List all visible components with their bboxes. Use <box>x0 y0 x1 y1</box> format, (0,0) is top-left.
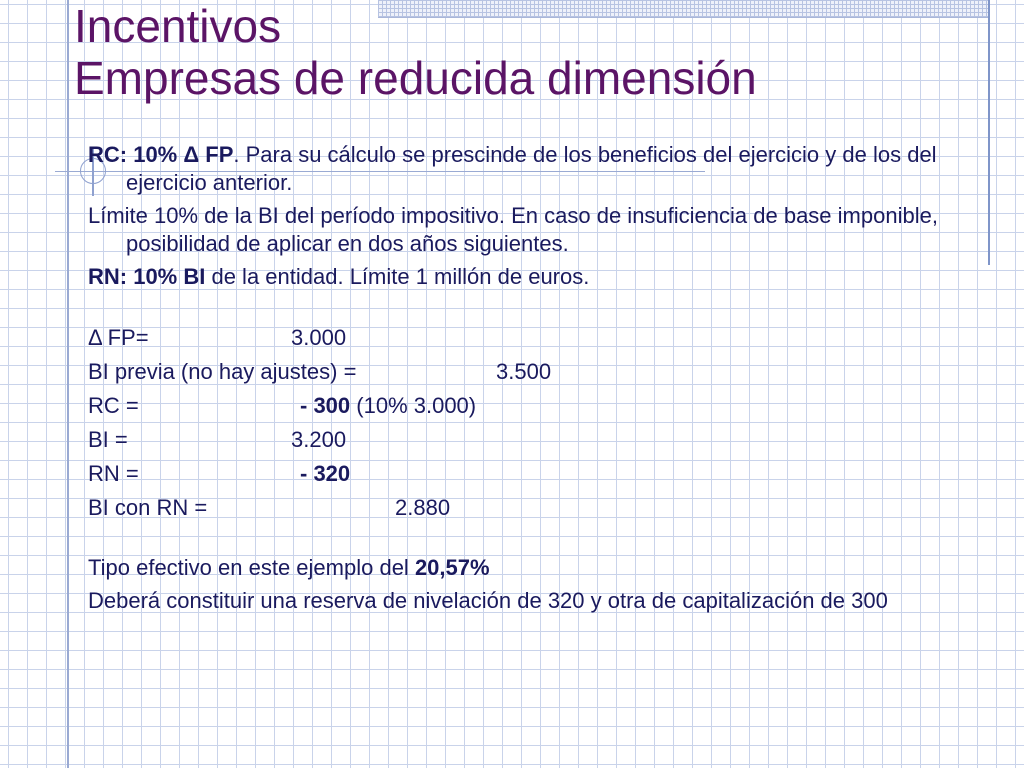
calc-value-bold: - 320 <box>300 461 351 486</box>
bullet-rc-bold: RC: 10% Δ FP <box>88 142 234 167</box>
title-line-2: Empresas de reducida dimensión <box>74 52 757 104</box>
bullet-rc-text: . Para su cálculo se prescinde de los be… <box>126 142 937 195</box>
title-line-1: Incentivos <box>74 0 282 52</box>
bullet-limite-text: Límite 10% de la BI del período impositi… <box>88 203 938 256</box>
reserva-text: Deberá constituir una reserva de nivelac… <box>88 587 938 615</box>
decorative-horizontal-line <box>55 171 705 172</box>
reserva-text-content: Deberá constituir una reserva de nivelac… <box>88 588 888 613</box>
calc-label: RC = <box>88 393 139 418</box>
calc-value: - 320 <box>300 460 350 488</box>
calc-row-rc: RC = - 300 (10% 3.000) <box>88 392 938 426</box>
calc-value: 3.200 <box>291 427 347 452</box>
slide-body: RC: 10% Δ FP. Para su cálculo se prescin… <box>88 141 938 620</box>
calc-value: 3.500 <box>496 359 552 384</box>
calc-row-fp: Δ FP= 3.000 <box>88 324 938 358</box>
calc-row-bi-previa: BI previa (no hay ajustes) = 3.500 <box>88 358 938 392</box>
bullet-rn: RN: 10% BI de la entidad. Límite 1 milló… <box>88 263 938 291</box>
decorative-left-line <box>67 0 69 768</box>
bullet-rc: RC: 10% Δ FP. Para su cálculo se prescin… <box>88 141 938 197</box>
calc-label: Δ FP= <box>88 325 149 350</box>
calc-label: BI con RN = <box>88 495 208 520</box>
calc-label: BI previa (no hay ajustes) = <box>88 359 357 384</box>
calc-row-rn: RN = - 320 <box>88 460 938 494</box>
bullet-rn-bold: RN: 10% BI <box>88 264 206 289</box>
decorative-right-line <box>988 0 990 265</box>
tipo-efectivo: Tipo efectivo en este ejemplo del 20,57% <box>88 554 938 582</box>
calc-value: 2.880 <box>395 495 451 520</box>
bullet-limite: Límite 10% de la BI del período impositi… <box>88 202 938 258</box>
decorative-top-band <box>378 0 990 18</box>
calc-row-bi: BI = 3.200 <box>88 426 938 460</box>
calc-row-bi-rn: BI con RN = 2.880 <box>88 494 938 528</box>
calc-value-bold: - 300 <box>300 393 351 418</box>
slide-title: Incentivos Empresas de reducida dimensió… <box>74 0 757 104</box>
tipo-efectivo-value: 20,57% <box>414 555 490 580</box>
bullet-rn-text: de la entidad. Límite 1 millón de euros. <box>205 264 590 289</box>
tipo-efectivo-text: Tipo efectivo en este ejemplo del <box>88 555 415 580</box>
calc-label: BI = <box>88 427 128 452</box>
calc-value-rest: (10% 3.000) <box>350 393 477 418</box>
calc-value: - 300 (10% 3.000) <box>300 392 476 420</box>
calc-label: RN = <box>88 461 139 486</box>
calc-value: 3.000 <box>291 325 347 350</box>
crosshair-circle-icon <box>80 158 106 184</box>
